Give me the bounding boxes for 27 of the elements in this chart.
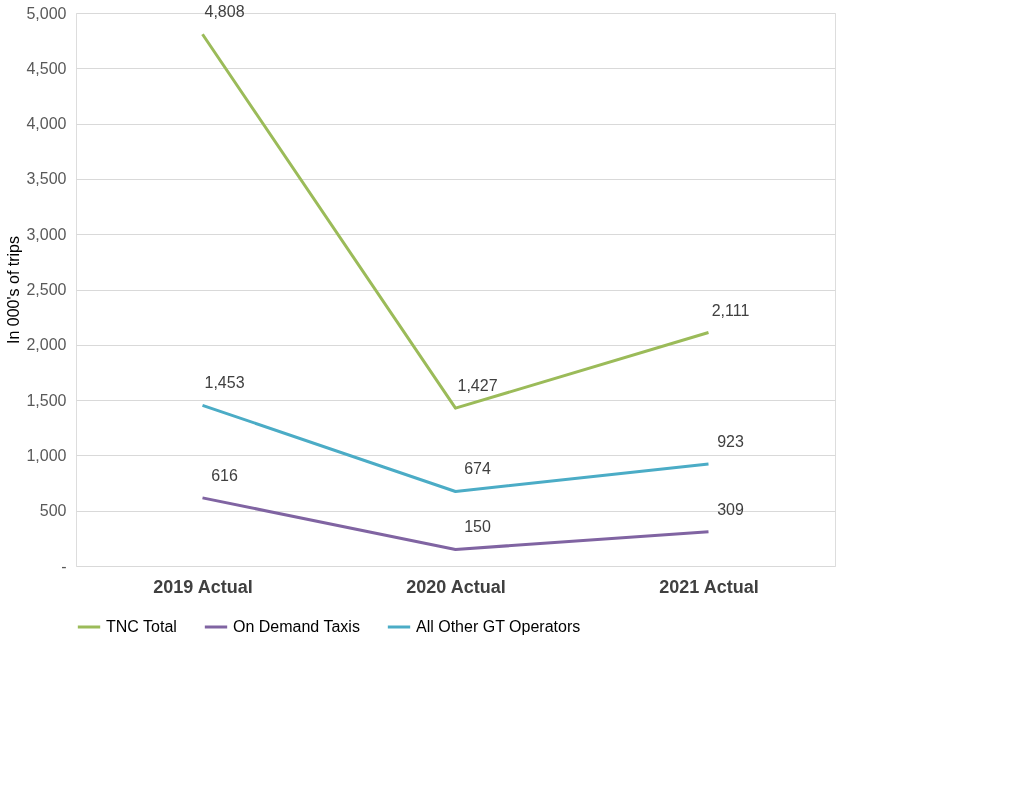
y-tick-label: 3,000 xyxy=(26,225,67,243)
legend-label: On Demand Taxis xyxy=(233,618,360,635)
legend-label: TNC Total xyxy=(106,618,177,635)
data-label: 674 xyxy=(464,460,491,478)
y-tick-label: 500 xyxy=(39,502,67,520)
y-tick-label: 5,000 xyxy=(26,4,67,22)
y-tick-label: 1,000 xyxy=(26,446,67,464)
data-label: 1,427 xyxy=(457,377,498,395)
x-tick-label: 2020 Actual xyxy=(406,576,506,597)
data-label: 309 xyxy=(717,500,744,518)
y-tick-label: 2,500 xyxy=(26,281,67,298)
y-tick-label: 1,500 xyxy=(26,391,67,409)
data-label: 4,808 xyxy=(204,3,245,21)
y-tick-label: 4,000 xyxy=(26,115,67,133)
data-label: 1,453 xyxy=(204,374,245,392)
y-axis-title: In 000's of trips xyxy=(5,236,23,344)
y-tick-label: 3,500 xyxy=(26,170,67,188)
data-label: 2,111 xyxy=(711,301,750,319)
y-tick-label: - xyxy=(61,557,67,575)
x-tick-label: 2021 Actual xyxy=(659,576,759,597)
y-tick-label: 2,000 xyxy=(26,336,67,354)
data-label: 923 xyxy=(717,432,744,450)
y-tick-label: 4,500 xyxy=(26,59,67,77)
data-label: 616 xyxy=(211,466,238,484)
legend-label: All Other GT Operators xyxy=(416,618,581,635)
data-label: 150 xyxy=(464,518,491,536)
x-tick-label: 2019 Actual xyxy=(153,576,253,597)
